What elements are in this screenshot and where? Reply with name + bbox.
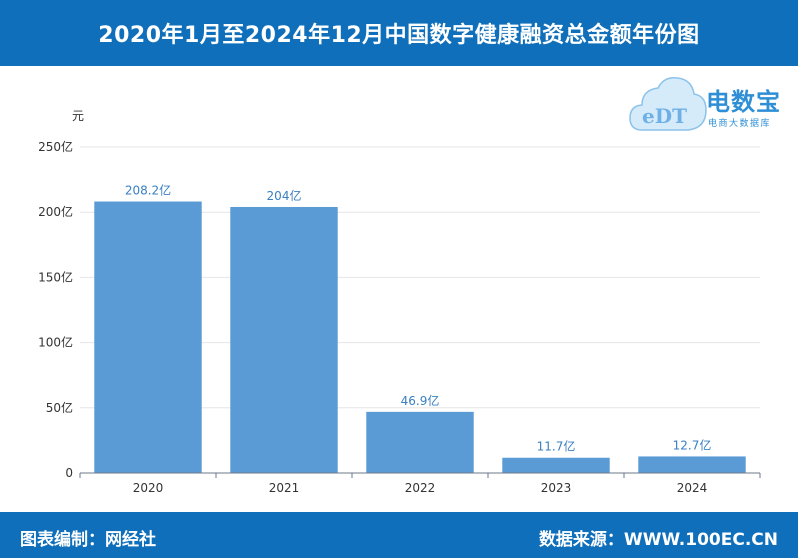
footer-source: 数据来源：WWW.100EC.CN — [538, 530, 778, 550]
x-tick-label: 2021 — [269, 481, 300, 495]
y-tick-label: 200亿 — [38, 204, 73, 219]
logo-brand: 电数宝 — [706, 88, 781, 116]
x-tick-label: 2020 — [133, 481, 164, 495]
y-tick-label: 50亿 — [46, 400, 73, 415]
bar-2023 — [502, 457, 610, 473]
bar-2021 — [230, 206, 338, 473]
x-tick-label: 2023 — [541, 481, 572, 495]
logo-tagline: 电商大数据库 — [708, 119, 772, 129]
x-tick-label: 2024 — [677, 481, 708, 495]
x-tick-label: 2022 — [405, 481, 436, 495]
y-axis-ticks: 0 50亿 100亿 150亿 200亿 250亿 — [38, 139, 73, 480]
y-tick-label: 150亿 — [38, 269, 73, 284]
bar-2022 — [366, 411, 474, 473]
y-tick-label: 0 — [65, 466, 73, 480]
data-label: 12.7亿 — [673, 437, 712, 452]
logo-mark: eDT — [642, 104, 687, 128]
bar-2020 — [94, 201, 202, 473]
data-label: 208.2亿 — [125, 183, 171, 198]
data-label: 46.9亿 — [401, 393, 440, 408]
data-label: 204亿 — [267, 188, 302, 203]
data-labels: 208.2亿 204亿 46.9亿 11.7亿 12.7亿 — [125, 183, 712, 454]
y-tick-label: 250亿 — [38, 139, 73, 154]
x-axis-ticks: 2020 2021 2022 2023 2024 — [79, 473, 761, 495]
chart-header: 2020年1月至2024年12月中国数字健康融资总金额年份图 — [0, 0, 798, 66]
footer: 图表编制：网经社 数据来源：WWW.100EC.CN — [0, 512, 798, 558]
chart-title: 2020年1月至2024年12月中国数字健康融资总金额年份图 — [98, 23, 700, 48]
bar-2024 — [638, 456, 746, 473]
y-tick-label: 100亿 — [38, 335, 73, 350]
data-label: 11.7亿 — [537, 439, 576, 454]
logo: eDT 电数宝 电商大数据库 — [628, 72, 793, 134]
cloud-logo-icon: eDT — [629, 76, 707, 131]
y-axis-label: 元 — [72, 109, 84, 123]
footer-credit: 图表编制：网经社 — [20, 530, 156, 550]
bars — [94, 201, 746, 473]
